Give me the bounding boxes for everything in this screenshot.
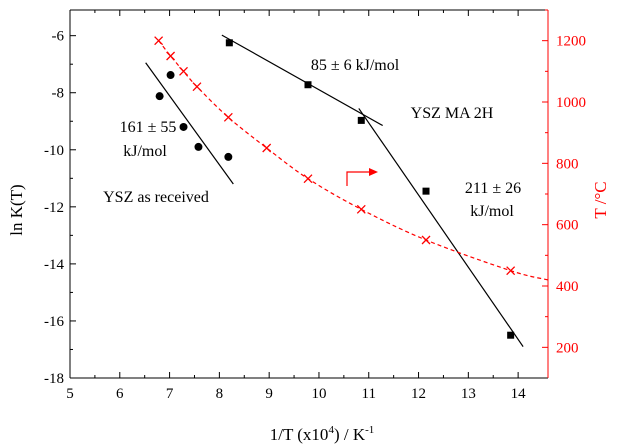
annotation-high-t-energy: 211 ± 26 xyxy=(465,180,521,197)
data-point-square xyxy=(304,81,312,89)
data-point-square xyxy=(357,116,365,124)
y2-tick-label: 600 xyxy=(556,218,579,234)
data-point-circle xyxy=(194,142,203,151)
annotation-ma2h-energy: 85 ± 6 kJ/mol xyxy=(311,57,400,74)
x-tick-label: 9 xyxy=(265,386,273,402)
x-axis-label: 1/T (x104) / K-1 xyxy=(270,424,375,444)
y-tick-label: -6 xyxy=(52,29,65,45)
x-tick-label: 8 xyxy=(216,386,224,402)
x-tick-label: 11 xyxy=(362,386,376,402)
annotation-received-unit: kJ/mol xyxy=(123,143,167,160)
y2-tick-label: 200 xyxy=(556,340,579,356)
y-tick-label: -14 xyxy=(44,257,64,273)
right-axis-arrow-icon xyxy=(346,168,378,186)
fit-line-2 xyxy=(221,34,383,127)
data-point-cross xyxy=(421,235,431,245)
fit-line-3 xyxy=(358,108,524,347)
x-tick-label: 6 xyxy=(116,386,124,402)
annotation-ysz-as-received: YSZ as received xyxy=(103,189,209,206)
x-tick-label: 10 xyxy=(311,386,326,402)
y-tick-label: -8 xyxy=(52,86,65,102)
y-axis-label: ln K(T) xyxy=(7,184,26,235)
data-point-cross xyxy=(192,82,202,92)
data-point-square xyxy=(225,39,233,47)
y2-tick-label: 800 xyxy=(556,156,579,172)
data-point-cross xyxy=(506,266,516,276)
data-point-cross xyxy=(166,51,176,61)
y2-axis-label: T /°C xyxy=(591,181,610,218)
data-point-cross xyxy=(223,112,233,122)
data-point-circle xyxy=(155,92,164,101)
data-point-circle xyxy=(179,122,188,131)
data-point-square xyxy=(422,187,430,195)
plot-layer: 5 6 7 8 9 10 11 12 13 14 -6 -8 -10 -12 -14 -16 -18 200 400… xyxy=(44,9,586,402)
temperature-curve xyxy=(158,40,549,281)
y2-tick-label: 400 xyxy=(556,279,579,295)
y-tick-label: -16 xyxy=(44,314,64,330)
y2-tick-label: 1200 xyxy=(556,34,586,50)
x-tick-label: 13 xyxy=(461,386,476,402)
data-point-cross xyxy=(262,143,272,153)
data-point-square xyxy=(507,331,515,339)
data-point-circle xyxy=(166,71,175,80)
x-tick-label: 12 xyxy=(411,386,426,402)
data-point-cross xyxy=(303,174,313,184)
x-tick-label: 14 xyxy=(511,386,527,402)
annotation-ysz-ma-2h: YSZ MA 2H xyxy=(411,105,494,122)
y-tick-label: -18 xyxy=(44,371,64,387)
y2-tick-label: 1000 xyxy=(556,95,586,111)
x-tick-label: 5 xyxy=(66,386,74,402)
annotation-high-t-unit: kJ/mol xyxy=(470,203,514,220)
fit-line-0 xyxy=(145,62,234,185)
data-point-cross xyxy=(179,66,188,76)
y-tick-label: -10 xyxy=(44,143,64,159)
y-tick-label: -12 xyxy=(44,200,64,216)
data-point-cross xyxy=(154,36,164,46)
x-tick-label: 7 xyxy=(166,386,174,402)
annotation-received-energy: 161 ± 55 xyxy=(120,119,177,136)
data-point-cross xyxy=(356,204,366,214)
data-point-circle xyxy=(224,152,233,161)
